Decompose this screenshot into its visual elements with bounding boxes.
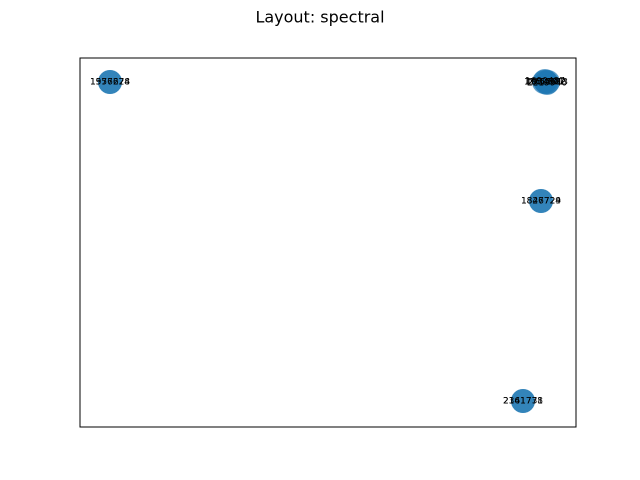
- node-label: 1934582: [526, 78, 566, 88]
- node-label: 2341731: [503, 397, 543, 407]
- node-label: 2161778: [503, 397, 543, 407]
- node-label: 2219946: [527, 79, 567, 89]
- node-label: 1957628: [90, 78, 130, 88]
- node-label: 1762591: [524, 78, 564, 88]
- title: Layout: spectral: [255, 8, 384, 27]
- node-label: 1826724: [521, 197, 561, 207]
- node-label: 1690437: [525, 77, 565, 87]
- node-label: 2058813: [528, 78, 568, 88]
- node: [511, 389, 535, 413]
- node: [529, 189, 553, 213]
- node: [535, 71, 559, 95]
- node-circles: [98, 69, 560, 413]
- node-label: 1576274: [90, 78, 130, 88]
- node: [98, 70, 122, 94]
- axes-frame: [79, 57, 577, 428]
- node-label: 1847729: [521, 197, 561, 207]
